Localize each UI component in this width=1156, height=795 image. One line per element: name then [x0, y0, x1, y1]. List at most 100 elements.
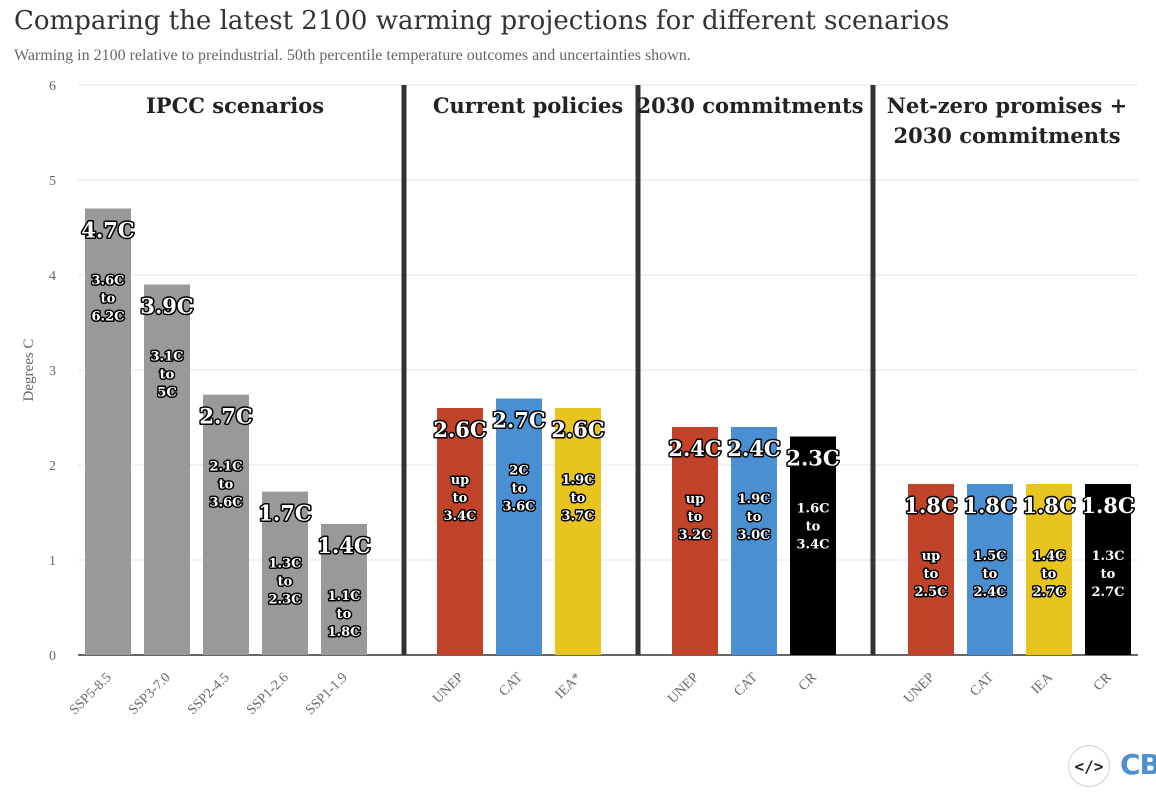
x-tick-label: CR — [796, 670, 820, 694]
x-tick-label: CAT — [968, 670, 998, 700]
group-title: Net-zero promises + — [887, 93, 1128, 118]
bar-range-label: 2.7C — [1033, 585, 1066, 600]
bar — [203, 394, 249, 655]
bar-range-label: 1.1C — [328, 589, 361, 604]
bar-range-label: 1.8C — [328, 625, 361, 640]
bar-value-label: 1.8C — [963, 493, 1016, 518]
bar-value-label: 2.6C — [433, 417, 486, 442]
group-title: IPCC scenarios — [146, 93, 324, 118]
chart-title: Comparing the latest 2100 warming projec… — [14, 6, 950, 36]
bar-range-label: to — [1101, 567, 1116, 582]
bar — [1085, 484, 1131, 655]
bar-value-label: 2.4C — [727, 436, 780, 461]
bar-range-label: to — [806, 520, 821, 535]
bar-range-label: 1.9C — [562, 473, 595, 488]
bar — [496, 398, 542, 655]
x-tick-label: IEA — [1029, 670, 1057, 698]
bar-range-label: to — [983, 567, 998, 582]
x-tick-label: UNEP — [901, 670, 938, 707]
bar — [85, 208, 131, 655]
chart-subtitle: Warming in 2100 relative to preindustria… — [14, 47, 691, 64]
bar-value-label: 2.6C — [551, 417, 604, 442]
bar-range-label: 1.3C — [269, 557, 302, 572]
bar-range-label: 3.7C — [562, 509, 595, 524]
y-tick-label: 0 — [49, 649, 56, 664]
bar-range-label: to — [101, 292, 116, 307]
bar — [672, 427, 718, 655]
carbon-brief-logo: CB — [1120, 748, 1156, 781]
bar-range-label: to — [688, 510, 703, 525]
bar-range-label: up — [451, 473, 470, 488]
bar-range-label: to — [512, 482, 527, 497]
bar-range-label: to — [571, 491, 586, 506]
bar-range-label: 2.4C — [974, 585, 1007, 600]
bar-range-label: 2.3C — [269, 593, 302, 608]
bar-range-label: 2.7C — [1092, 585, 1125, 600]
x-tick-label: SSP1-1.9 — [303, 670, 351, 718]
x-tick-label: UNEP — [430, 670, 467, 707]
x-tick-label: UNEP — [665, 670, 702, 707]
bar-range-label: 2.1C — [210, 460, 243, 475]
bar-range-label: 3.1C — [151, 350, 184, 365]
bar-value-label: 1.8C — [904, 493, 957, 518]
bar-range-label: 3.2C — [679, 528, 712, 543]
bar-range-label: to — [219, 478, 234, 493]
bar-value-label: 2.4C — [668, 436, 721, 461]
bar-range-label: 2C — [509, 464, 528, 479]
bar-range-label: 1.5C — [974, 549, 1007, 564]
x-tick-label: SSP3-7.0 — [126, 670, 174, 718]
bar-range-label: to — [924, 567, 939, 582]
bar-range-label: to — [278, 575, 293, 590]
bar-range-label: to — [337, 607, 352, 622]
bar — [321, 523, 367, 655]
bar-range-label: to — [160, 368, 175, 383]
x-tick-label: SSP1-2.6 — [244, 670, 292, 718]
bar-value-label: 3.9C — [140, 294, 193, 319]
bar-value-label: 2.7C — [199, 404, 252, 429]
bar — [144, 284, 190, 655]
bar-range-label: up — [686, 492, 705, 507]
y-tick-label: 1 — [49, 554, 56, 569]
bar-value-label: 4.7C — [81, 218, 134, 243]
bar — [731, 427, 777, 655]
bar-range-label: 3.0C — [738, 528, 771, 543]
bar-range-label: 5C — [157, 386, 176, 401]
bar-range-label: to — [1042, 567, 1057, 582]
bar-range-label: 3.4C — [444, 509, 477, 524]
group-title: 2030 commitments — [636, 93, 863, 118]
x-tick-label: IEA* — [553, 670, 585, 702]
y-tick-label: 3 — [49, 364, 56, 379]
bar — [555, 408, 601, 655]
bar — [1026, 484, 1072, 655]
bar-range-label: to — [747, 510, 762, 525]
bar-range-label: 1.4C — [1033, 549, 1066, 564]
x-tick-label: SSP2-4.5 — [185, 670, 233, 718]
x-tick-label: CAT — [497, 670, 527, 700]
bar-range-label: 1.6C — [797, 502, 830, 517]
code-icon: </> — [1074, 756, 1104, 776]
bar — [908, 484, 954, 655]
bar-range-label: 6.2C — [92, 310, 125, 325]
bar — [967, 484, 1013, 655]
x-tick-label: CAT — [732, 670, 762, 700]
bar — [790, 436, 836, 655]
bar-value-label: 1.4C — [317, 533, 370, 558]
group-title: Current policies — [433, 93, 623, 118]
bar-range-label: to — [453, 491, 468, 506]
bar-value-label: 1.8C — [1022, 493, 1075, 518]
bar-range-label: 3.6C — [210, 496, 243, 511]
bar-range-label: 2.5C — [915, 585, 948, 600]
x-tick-label: SSP5-8.5 — [67, 670, 115, 718]
bar-range-label: 1.9C — [738, 492, 771, 507]
embed-code-button[interactable]: </> — [1068, 745, 1110, 787]
y-axis-label: Degrees C — [21, 339, 37, 402]
y-tick-label: 6 — [49, 79, 56, 94]
y-tick-label: 2 — [49, 459, 56, 474]
bar-range-label: 3.4C — [797, 538, 830, 553]
bar-range-label: 3.6C — [92, 274, 125, 289]
bar-value-label: 2.7C — [492, 408, 545, 433]
bar — [437, 408, 483, 655]
bar-range-label: up — [922, 549, 941, 564]
x-tick-label: CR — [1091, 670, 1115, 694]
